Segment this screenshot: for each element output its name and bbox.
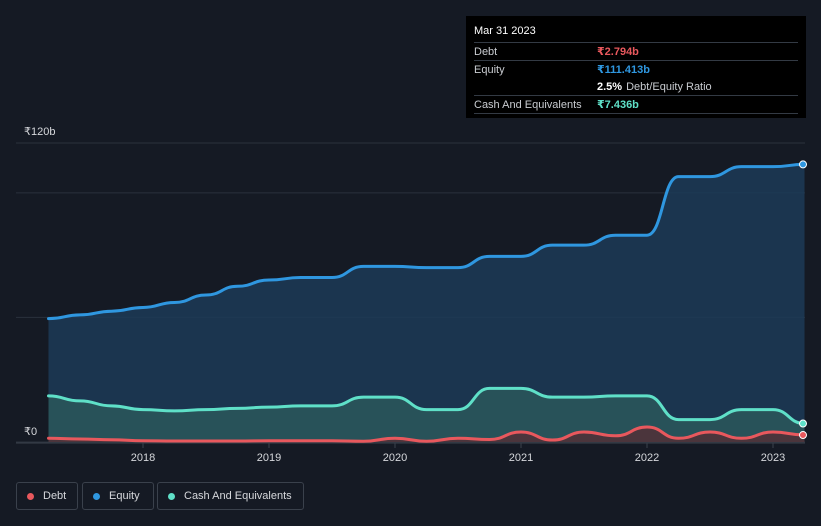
- tooltip-date: Mar 31 2023: [474, 25, 536, 37]
- tooltip-ratio-value: 2.5%: [597, 80, 623, 93]
- x-tick-label: 2023: [761, 452, 785, 464]
- cash-line: [47, 386, 806, 426]
- series-areas: [48, 164, 805, 442]
- debt-area: [48, 427, 805, 442]
- debt-dot-icon: [27, 492, 34, 500]
- tooltip-debt-label: Debt: [474, 45, 498, 58]
- end-markers: [799, 160, 807, 440]
- y-tick-label-max: ₹120b: [24, 126, 55, 138]
- series-lines: [47, 162, 806, 443]
- debt-line: [47, 425, 806, 443]
- legend-cash-label: Cash And Equivalents: [184, 490, 292, 502]
- x-tick-labels: 2018 2019 2020 2021 2022 2023: [131, 443, 785, 464]
- tooltip-cash-value: ₹7.436b: [597, 99, 639, 111]
- tooltip-row-debt: Debt ₹2.794b: [474, 42, 798, 60]
- equity-area: [48, 164, 805, 442]
- tooltip-ratio-label: Debt/Equity Ratio: [626, 80, 712, 93]
- equity-dot-icon: [93, 492, 100, 500]
- tooltip-equity-value: ₹111.413b: [597, 64, 650, 76]
- x-tick-label: 2022: [635, 452, 659, 464]
- data-tooltip: Mar 31 2023 Debt ₹2.794b Equity ₹111.413…: [466, 16, 806, 118]
- x-tick-label: 2021: [509, 452, 533, 464]
- legend-item-cash[interactable]: Cash And Equivalents: [157, 482, 304, 510]
- cash-end-marker: [799, 419, 807, 428]
- legend-equity-label: Equity: [109, 490, 140, 502]
- equity-line: [47, 162, 806, 321]
- tooltip-row-cash: Cash And Equivalents ₹7.436b: [474, 95, 798, 114]
- tooltip-row-ratio: 2.5% Debt/Equity Ratio: [474, 78, 798, 95]
- cash-area: [48, 388, 805, 442]
- x-tick-label: 2018: [131, 452, 155, 464]
- x-tick-label: 2020: [383, 452, 407, 464]
- tooltip-debt-value: ₹2.794b: [597, 46, 639, 58]
- legend-debt-label: Debt: [43, 490, 67, 502]
- tooltip-cash-label: Cash And Equivalents: [474, 98, 582, 111]
- tooltip-equity-label: Equity: [474, 63, 505, 76]
- legend-item-debt[interactable]: Debt: [16, 482, 78, 510]
- tooltip-row-equity: Equity ₹111.413b: [474, 60, 798, 78]
- equity-end-marker: [799, 160, 807, 169]
- x-tick-label: 2019: [257, 452, 281, 464]
- legend-item-equity[interactable]: Equity: [82, 482, 154, 510]
- y-tick-label-zero: ₹0: [24, 426, 37, 438]
- debt-end-marker: [799, 431, 807, 440]
- cash-dot-icon: [168, 492, 175, 500]
